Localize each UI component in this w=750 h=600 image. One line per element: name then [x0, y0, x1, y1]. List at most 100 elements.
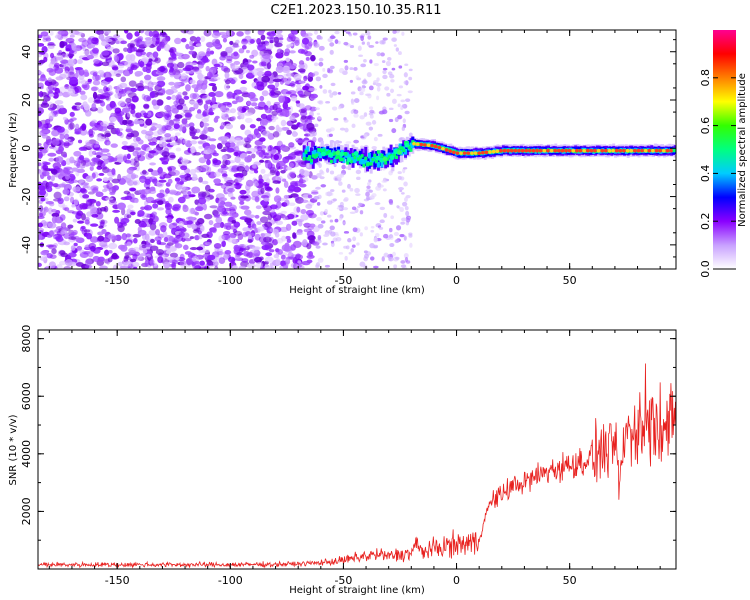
noise-point	[319, 84, 323, 89]
noise-point	[106, 168, 113, 173]
noise-point	[317, 116, 322, 120]
noise-point	[104, 130, 111, 138]
noise-point	[188, 207, 197, 215]
x-tick-label: 0	[453, 274, 460, 287]
noise-point	[351, 123, 356, 128]
noise-point	[224, 250, 232, 255]
noise-point	[55, 104, 61, 110]
noise-point	[244, 217, 253, 223]
noise-point	[213, 222, 223, 228]
noise-point	[316, 217, 322, 222]
noise-point	[39, 256, 47, 261]
noise-point	[170, 85, 179, 90]
noise-point	[404, 63, 409, 66]
noise-point	[315, 43, 320, 48]
noise-point	[169, 154, 176, 159]
noise-point	[67, 252, 77, 258]
noise-point	[150, 238, 155, 243]
x-tick-label: 50	[563, 274, 577, 287]
noise-point	[300, 115, 307, 120]
noise-point	[221, 173, 228, 177]
noise-point	[304, 50, 312, 57]
noise-point	[287, 153, 296, 160]
noise-point	[129, 249, 136, 254]
ridge-cell	[309, 158, 313, 163]
noise-point	[123, 190, 130, 195]
noise-point	[90, 86, 98, 92]
noise-point	[388, 198, 394, 204]
noise-point	[205, 197, 211, 202]
noise-point	[257, 44, 267, 52]
noise-point	[99, 241, 108, 248]
ridge-peak	[513, 148, 518, 153]
noise-point	[205, 51, 211, 57]
noise-point	[246, 263, 256, 269]
noise-point	[117, 261, 123, 267]
noise-point	[297, 68, 306, 73]
noise-point	[121, 232, 128, 241]
noise-point	[93, 99, 102, 104]
noise-point	[50, 169, 58, 174]
noise-point	[117, 156, 124, 163]
ridge-peak	[589, 148, 594, 153]
noise-point	[283, 180, 289, 189]
noise-point	[177, 61, 185, 69]
noise-point	[263, 205, 273, 212]
noise-point	[368, 189, 373, 193]
noise-point	[97, 70, 105, 75]
ridge-cell	[447, 147, 451, 151]
noise-point	[361, 41, 365, 45]
noise-point	[40, 129, 50, 134]
noise-point	[369, 59, 373, 64]
noise-point	[197, 218, 205, 225]
noise-point	[264, 256, 274, 263]
noise-point	[114, 216, 120, 224]
noise-point	[105, 38, 113, 43]
noise-point	[76, 245, 83, 251]
noise-point	[267, 84, 276, 90]
noise-point	[193, 152, 202, 156]
noise-point	[233, 60, 241, 65]
noise-point	[73, 150, 82, 157]
noise-point	[388, 107, 394, 111]
noise-point	[97, 124, 104, 132]
noise-point	[92, 47, 99, 54]
noise-point	[139, 150, 145, 156]
x-tick-label: -100	[218, 574, 243, 587]
noise-point	[402, 201, 408, 207]
noise-point	[324, 143, 330, 147]
noise-point	[303, 75, 308, 82]
noise-point	[350, 91, 356, 95]
ridge-cell	[353, 155, 357, 160]
noise-point	[125, 97, 132, 104]
noise-point	[333, 163, 337, 168]
ridge-cell	[409, 142, 413, 149]
noise-point	[343, 59, 349, 63]
ridge-cell	[342, 151, 346, 161]
noise-point	[214, 171, 221, 178]
ridge-peak	[578, 148, 583, 153]
noise-point	[144, 260, 149, 267]
noise-point	[239, 189, 247, 195]
noise-point	[344, 65, 349, 71]
noise-point	[228, 136, 236, 144]
noise-point	[353, 98, 360, 103]
noise-point	[388, 256, 394, 262]
noise-point	[282, 215, 289, 221]
noise-point	[143, 104, 150, 110]
noise-point	[125, 123, 135, 127]
noise-point	[376, 182, 382, 187]
noise-point	[145, 118, 153, 126]
noise-point	[319, 36, 323, 40]
noise-point	[47, 101, 54, 109]
noise-point	[87, 198, 96, 203]
ridge-peak	[499, 149, 503, 153]
noise-point	[55, 235, 64, 242]
noise-point	[38, 262, 42, 267]
ridge-peak	[538, 148, 543, 153]
noise-point	[364, 226, 368, 231]
noise-point	[405, 98, 411, 103]
noise-point	[403, 181, 408, 187]
ridge-peak	[412, 141, 416, 146]
noise-point	[79, 90, 86, 96]
